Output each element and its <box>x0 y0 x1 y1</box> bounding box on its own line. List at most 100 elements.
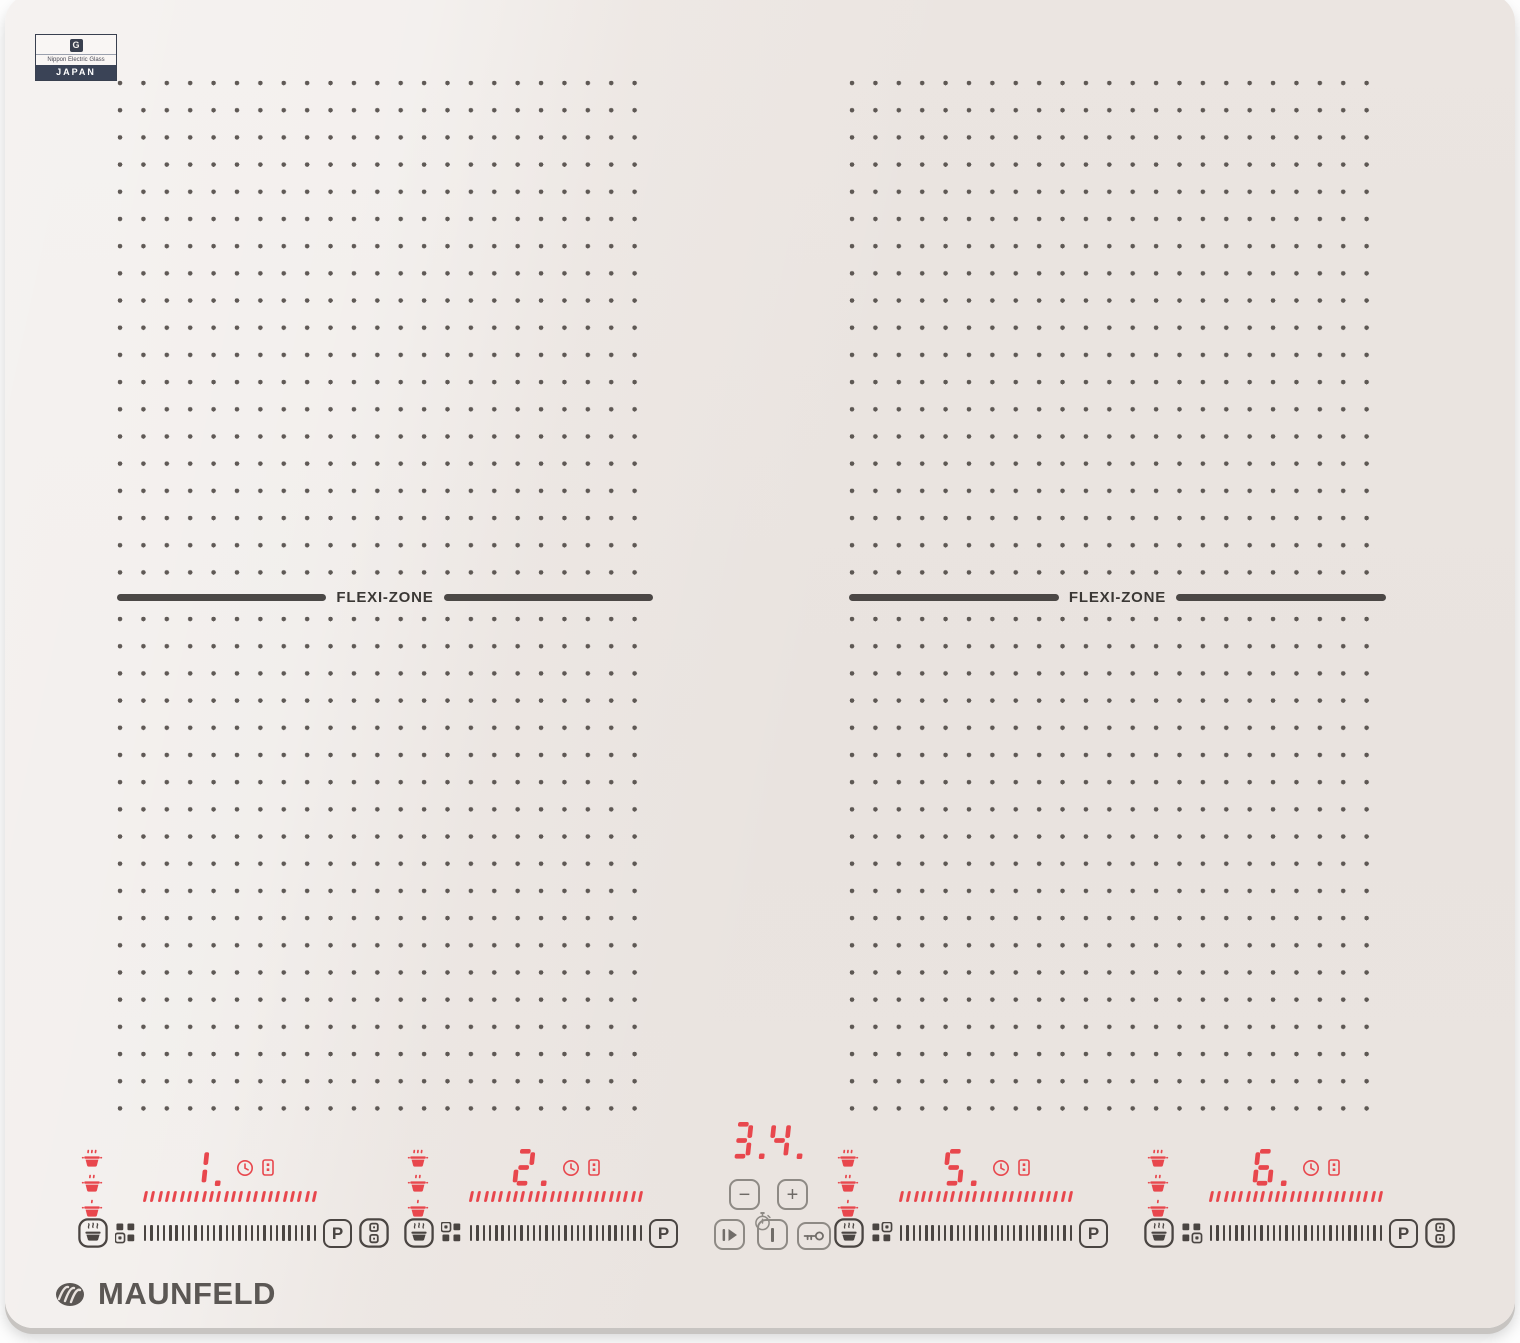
bridge-zones-button[interactable] <box>1425 1218 1455 1248</box>
cooking-area-right-rear <box>849 80 1386 582</box>
timer-digit-icon <box>1328 1159 1340 1176</box>
led-tick <box>208 1191 215 1202</box>
led-tick <box>468 1191 475 1202</box>
led-tick <box>1267 1191 1273 1202</box>
led-tick <box>906 1191 912 1202</box>
cooking-area-right-front <box>849 616 1386 1122</box>
boost-button[interactable]: P <box>1389 1218 1418 1248</box>
child-lock-button[interactable] <box>797 1222 831 1250</box>
timer-plus-button[interactable]: + <box>777 1179 808 1210</box>
led-tick <box>1060 1191 1066 1202</box>
slider-tick <box>1297 1225 1301 1241</box>
led-tick <box>630 1191 636 1202</box>
slider-tick <box>994 1225 997 1241</box>
keep-warm-pot-icon <box>837 1174 859 1193</box>
led-tick <box>557 1191 563 1202</box>
zone-1-control: P <box>78 1147 394 1259</box>
central-control-panel: − + <box>705 1122 835 1258</box>
cooktop-glass: G Nippon Electric Glass JAPAN FLEXI-ZONE… <box>5 0 1515 1328</box>
keep-warm-button[interactable] <box>834 1218 864 1248</box>
keep-warm-button[interactable] <box>404 1218 434 1248</box>
slider-tick <box>1050 1225 1054 1241</box>
slider-tick <box>263 1225 266 1241</box>
boost-button[interactable]: P <box>1079 1218 1108 1248</box>
power-button[interactable] <box>757 1219 788 1250</box>
slider-tick <box>1025 1225 1029 1241</box>
led-tick <box>1311 1191 1317 1202</box>
slider-tick <box>1266 1225 1269 1241</box>
slider-tick <box>526 1225 529 1241</box>
boost-button[interactable]: P <box>323 1218 352 1248</box>
led-tick <box>950 1191 956 1202</box>
led-tick <box>164 1191 171 1202</box>
slider-tick <box>1069 1225 1072 1241</box>
slider-tick <box>1279 1225 1282 1241</box>
slider-tick <box>557 1225 561 1241</box>
led-tick <box>549 1191 555 1202</box>
pause-button[interactable] <box>714 1219 745 1250</box>
timer-display-row <box>705 1122 835 1159</box>
led-tick <box>1031 1191 1037 1202</box>
slider-tick <box>1310 1225 1313 1241</box>
slider-tick <box>250 1225 254 1241</box>
slider-tick <box>937 1225 941 1241</box>
led-tick <box>564 1191 570 1202</box>
power-level-display <box>942 1149 984 1186</box>
keep-warm-button[interactable] <box>78 1218 108 1248</box>
slider-tick <box>969 1225 972 1241</box>
led-tick <box>1348 1191 1354 1202</box>
slider-tick <box>589 1225 592 1241</box>
led-tick <box>957 1191 963 1202</box>
power-slider[interactable] <box>470 1225 642 1241</box>
zone-6-display-row <box>1210 1149 1382 1186</box>
slider-tick <box>488 1225 492 1241</box>
slider-tick <box>620 1225 624 1241</box>
led-tick <box>527 1191 533 1202</box>
slider-tick <box>520 1225 523 1241</box>
led-tick <box>1355 1191 1361 1202</box>
slider-tick <box>1057 1225 1060 1241</box>
flexi-line <box>443 593 654 601</box>
timer-clock-icon <box>236 1159 254 1177</box>
led-tick <box>1319 1191 1325 1202</box>
led-tick <box>150 1191 156 1202</box>
zone-1-display-row <box>144 1149 316 1186</box>
led-tick <box>1045 1191 1051 1202</box>
led-tick <box>994 1191 1000 1202</box>
keep-warm-pot-icon <box>407 1149 429 1168</box>
power-slider[interactable] <box>144 1225 316 1241</box>
led-tick <box>1245 1191 1251 1202</box>
led-tick <box>1001 1191 1007 1202</box>
led-tick <box>1289 1191 1295 1202</box>
power-level-display <box>512 1149 554 1186</box>
slider-tick <box>206 1225 210 1241</box>
bridge-zones-button[interactable] <box>359 1218 389 1248</box>
keep-warm-pot-icon <box>81 1174 103 1193</box>
slider-tick <box>476 1225 479 1241</box>
led-tick <box>267 1191 273 1202</box>
slider-tick <box>1285 1225 1288 1241</box>
keep-warm-pot-icon <box>1147 1174 1169 1193</box>
neg-logo-icon: G <box>69 39 83 52</box>
brand-text: MAUNFELD <box>98 1276 276 1311</box>
slider-tick <box>1000 1225 1003 1241</box>
key-icon <box>803 1230 825 1242</box>
led-tick <box>1016 1191 1022 1202</box>
boost-button[interactable]: P <box>649 1218 678 1248</box>
slider-tick <box>1235 1225 1238 1241</box>
led-tick <box>231 1191 237 1202</box>
zone-position-indicator <box>871 1221 893 1244</box>
keep-warm-button[interactable] <box>1144 1218 1174 1248</box>
led-tick <box>586 1191 592 1202</box>
power-slider[interactable] <box>1210 1225 1382 1241</box>
led-tick <box>615 1191 621 1202</box>
led-tick <box>935 1191 941 1202</box>
timer-minus-button[interactable]: − <box>729 1179 760 1210</box>
slider-tick <box>1316 1225 1320 1241</box>
led-tick <box>1326 1191 1332 1202</box>
slider-tick <box>513 1225 517 1241</box>
power-slider[interactable] <box>900 1225 1072 1241</box>
slider-tick <box>507 1225 511 1241</box>
led-tick <box>1260 1191 1266 1202</box>
slider-tick <box>1367 1225 1370 1241</box>
